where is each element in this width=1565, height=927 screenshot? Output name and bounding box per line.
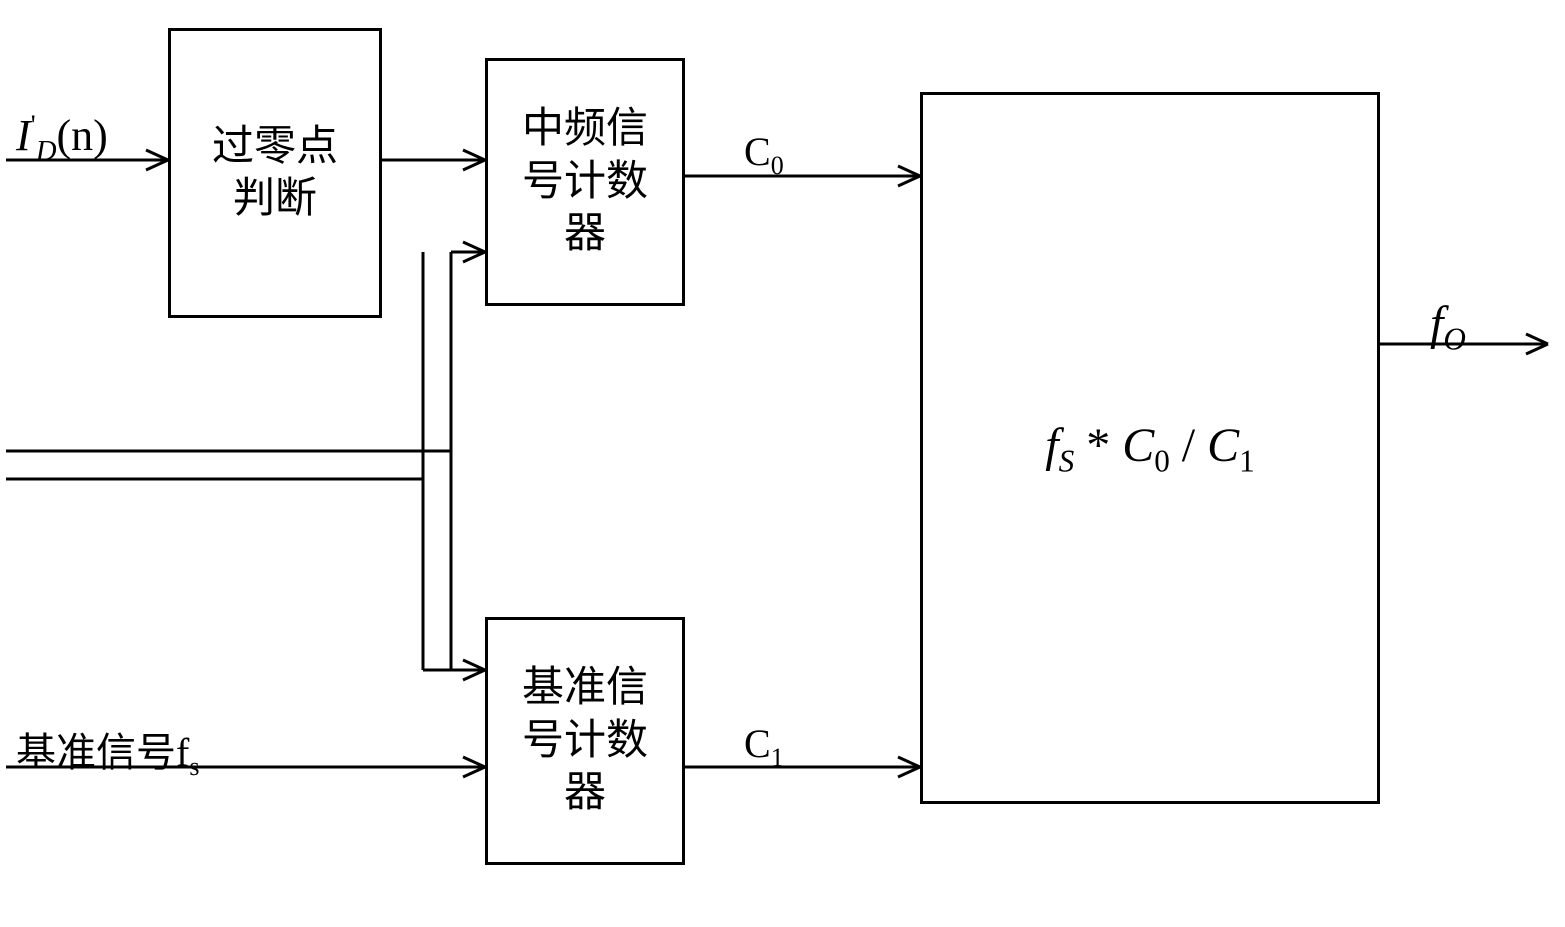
box-if-counter: 中频信号计数器	[485, 58, 685, 306]
signal-ref-fs-sub: s	[189, 752, 199, 781]
formula-star: *	[1074, 419, 1122, 472]
formula-C0: C	[1122, 419, 1154, 472]
formula-C0-sub: 0	[1154, 443, 1170, 478]
box-formula: fS * C0 / C1	[920, 92, 1380, 804]
diagram-stage: 过零点判断 中频信号计数器 基准信号计数器 fS * C0 / C1 I'D(n…	[0, 0, 1565, 927]
signal-C1: C1	[744, 720, 784, 773]
box-formula-text: fS * C0 / C1	[1045, 416, 1255, 481]
box-ref-counter: 基准信号计数器	[485, 617, 685, 865]
signal-IDn-n: (n)	[56, 111, 107, 160]
signal-IDn-I: I	[16, 111, 31, 160]
box-zero-crossing-label: 过零点判断	[212, 121, 338, 226]
signal-fO: fO	[1430, 296, 1466, 358]
signal-ref-fs-text: 基准信号f	[16, 730, 189, 775]
signal-C0-C: C	[744, 129, 771, 174]
signal-IDn-sub: D	[36, 136, 57, 167]
signal-C1-sub: 1	[771, 743, 784, 772]
signal-IDn: I'D(n)	[16, 110, 108, 168]
formula-fS: f	[1045, 419, 1058, 472]
signal-C0-sub: 0	[771, 151, 784, 180]
formula-C1: C	[1207, 419, 1239, 472]
signal-fO-f: f	[1430, 297, 1443, 350]
signal-C1-C: C	[744, 721, 771, 766]
formula-C1-sub: 1	[1239, 443, 1255, 478]
signal-C0: C0	[744, 128, 784, 181]
formula-fS-sub: S	[1059, 443, 1075, 478]
formula-slash: /	[1170, 419, 1207, 472]
box-ref-counter-label: 基准信号计数器	[522, 662, 648, 820]
box-zero-crossing: 过零点判断	[168, 28, 382, 318]
signal-fO-sub: O	[1443, 322, 1466, 357]
signal-ref-fs: 基准信号fs	[16, 720, 199, 782]
box-if-counter-label: 中频信号计数器	[522, 103, 648, 261]
